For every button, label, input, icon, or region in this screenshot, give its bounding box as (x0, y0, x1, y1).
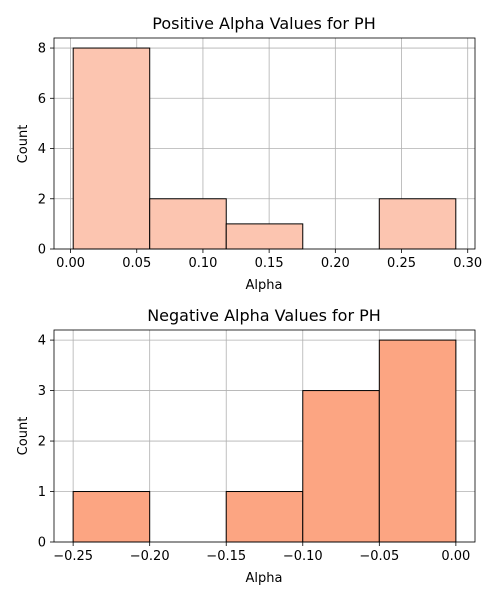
x-axis-label: Alpha (246, 278, 283, 293)
y-axis-label: Count (16, 125, 31, 164)
axes-frame (53, 329, 476, 543)
histogram-bar (72, 47, 151, 250)
y-tick-label: 4 (38, 142, 46, 157)
histogram-bar (149, 198, 227, 250)
histogram-bar (225, 223, 304, 250)
x-tick-label: 0.15 (255, 256, 284, 271)
histogram-bar (378, 198, 457, 250)
x-tick-label: −0.25 (53, 549, 93, 564)
x-tick-label: −0.10 (283, 549, 323, 564)
x-axis-label: Alpha (246, 571, 283, 586)
y-axis-label: Count (16, 417, 31, 456)
x-tick-label: 0.25 (387, 256, 416, 271)
x-tick-label: −0.05 (359, 549, 399, 564)
x-tick-label: 0.10 (188, 256, 217, 271)
x-tick-label: −0.20 (130, 549, 170, 564)
y-tick-label: 0 (38, 536, 46, 551)
x-tick-label: −0.15 (206, 549, 246, 564)
x-tick-label: 0.20 (321, 256, 350, 271)
y-tick-label: 0 (38, 243, 46, 258)
chart-title: Positive Alpha Values for PH (152, 14, 375, 33)
histogram-bar (72, 491, 151, 543)
histogram-bar (378, 339, 457, 543)
y-tick-label: 2 (38, 435, 46, 450)
x-tick-label: 0.05 (122, 256, 151, 271)
chart-title: Negative Alpha Values for PH (147, 306, 381, 325)
y-tick-label: 1 (38, 485, 46, 500)
y-tick-label: 2 (38, 192, 46, 207)
y-tick-label: 3 (38, 384, 46, 399)
histogram-bar (225, 491, 304, 543)
y-tick-label: 4 (38, 334, 46, 349)
y-tick-label: 6 (38, 92, 46, 107)
x-tick-label: 0.00 (441, 549, 470, 564)
histogram-bar (302, 390, 380, 543)
x-tick-label: 0.30 (453, 256, 482, 271)
negative-alpha-chart: Negative Alpha Values for PH Alpha Count… (16, 306, 476, 586)
axes-frame (53, 37, 476, 250)
x-tick-label: 0.00 (56, 256, 85, 271)
positive-alpha-chart: Positive Alpha Values for PH Alpha Count… (16, 14, 482, 293)
y-tick-label: 8 (38, 42, 46, 57)
